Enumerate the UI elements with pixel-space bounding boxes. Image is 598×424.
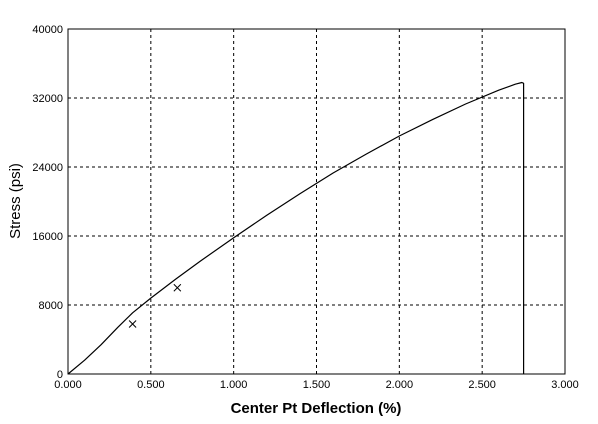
x-tick-label: 2.500 xyxy=(468,379,496,391)
x-marker xyxy=(128,320,137,328)
y-axis-title: Stress (psi) xyxy=(7,163,24,239)
x-axis-title: Center Pt Deflection (%) xyxy=(231,400,402,417)
x-tick-label: 2.000 xyxy=(386,379,414,391)
x-tick-label: 3.000 xyxy=(551,379,579,391)
y-tick-label: 16000 xyxy=(32,231,63,243)
x-marker xyxy=(173,283,182,292)
data-markers xyxy=(128,283,182,328)
y-tick-labels: 0 8000 16000 24000 32000 40000 xyxy=(32,24,63,381)
y-tick-label: 8000 xyxy=(39,300,63,312)
x-tick-label: 1.500 xyxy=(303,379,331,391)
x-tick-labels: 0.000 0.500 1.000 1.500 2.000 2.500 3.000 xyxy=(54,379,579,391)
y-tick-label: 32000 xyxy=(32,93,63,105)
y-tick-label: 0 xyxy=(57,369,63,381)
x-tick-label: 0.500 xyxy=(137,379,165,391)
x-tick-label: 0.000 xyxy=(54,379,82,391)
y-tick-label: 40000 xyxy=(32,24,63,36)
plot-background xyxy=(68,29,565,374)
plot-frame xyxy=(67,28,566,375)
y-tick-label: 24000 xyxy=(32,162,63,174)
series-line-0 xyxy=(67,81,525,375)
grid xyxy=(68,29,565,374)
x-tick-label: 1.000 xyxy=(220,379,248,391)
series-lines xyxy=(67,81,525,375)
